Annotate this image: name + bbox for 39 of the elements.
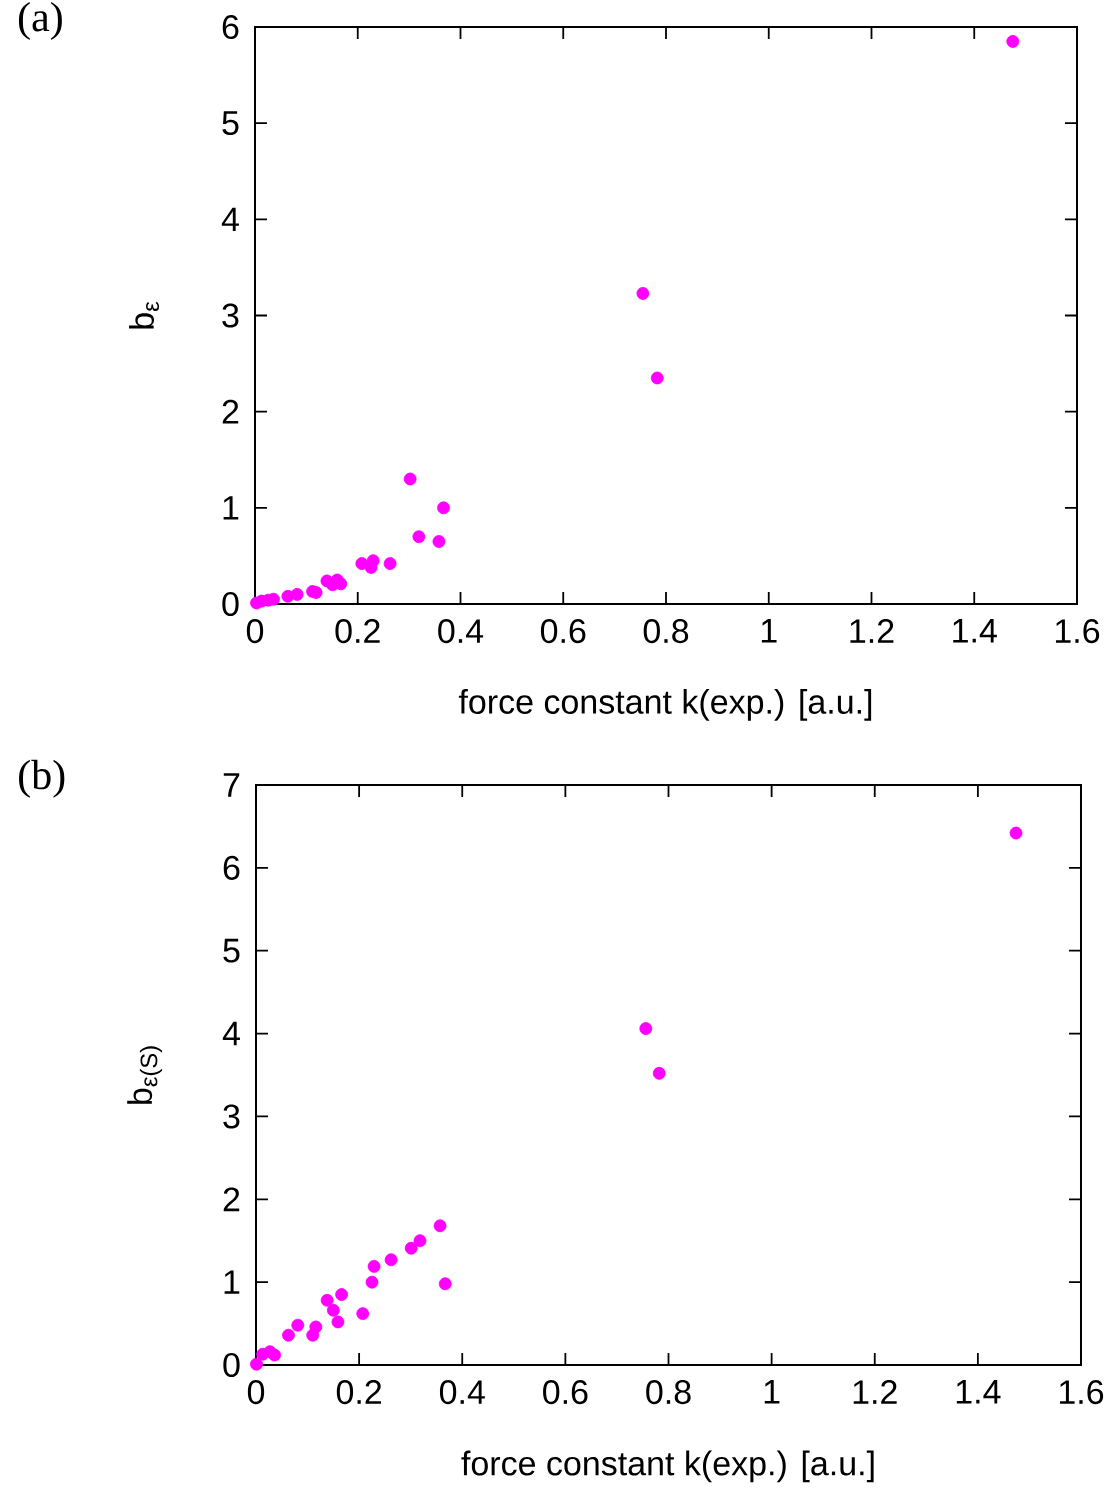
x-axis-title: force constant k(exp.) [a.u.] — [461, 1450, 874, 1483]
x-tick-label: 0.4 — [438, 619, 484, 644]
y-tick-label: 4 — [222, 1021, 240, 1046]
x-tick-label: 0.4 — [439, 1380, 485, 1405]
x-tick-label: 0.8 — [643, 619, 689, 644]
y-tick-label: 0 — [223, 1352, 240, 1378]
y-tick-label: 0 — [222, 591, 239, 617]
y-tick-label: 6 — [222, 14, 239, 40]
y-tick-label: 1 — [223, 496, 239, 520]
y-tick-label: 4 — [221, 207, 239, 232]
x-tick-label: 0 — [246, 619, 264, 644]
x-tick-label: 1.4 — [956, 1380, 1001, 1404]
x-tick-label: 1.2 — [853, 1380, 897, 1404]
x-tick-label: 1 — [764, 1380, 780, 1404]
x-tick-label: 0.8 — [646, 1380, 691, 1405]
y-tick-label: 2 — [223, 1187, 240, 1212]
x-tick-label: 0 — [247, 1380, 265, 1405]
y-tick-label: 5 — [223, 938, 240, 963]
x-tick-label: 0.6 — [543, 1380, 588, 1405]
y-tick-label: 1 — [224, 1270, 240, 1294]
x-tick-label: 0.2 — [335, 619, 380, 644]
x-tick-label: 0.6 — [540, 619, 586, 644]
y-tick-label: 2 — [222, 399, 239, 424]
x-tick-label: 0.2 — [336, 1380, 382, 1405]
chart-title: (b) — [19, 759, 65, 798]
x-tick-label: 1.6 — [1055, 619, 1100, 644]
y-tick-label: 6 — [223, 855, 240, 880]
x-tick-label: 1.6 — [1059, 1380, 1104, 1405]
x-tick-label: 1.4 — [953, 619, 997, 643]
y-axis-title: b$_{ε}$ — [129, 301, 160, 329]
y-tick-label: 3 — [222, 303, 239, 328]
y-tick-label: 7 — [223, 773, 240, 797]
chart-title: (a) — [18, 1, 62, 40]
x-tick-label: 1 — [761, 619, 777, 643]
y-axis-title: b$_{ε(S)}$ — [127, 1046, 163, 1104]
y-tick-label: 3 — [223, 1104, 240, 1129]
x-tick-label: 1.2 — [850, 619, 894, 643]
x-axis-title: force constant k(exp.) [a.u.] — [458, 689, 872, 721]
y-tick-label: 5 — [222, 111, 239, 136]
